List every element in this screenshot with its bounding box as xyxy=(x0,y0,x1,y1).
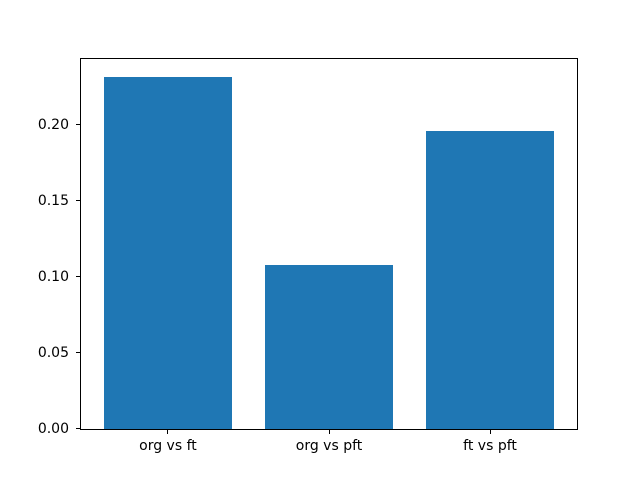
y-tick-label: 0.00 xyxy=(37,421,69,437)
y-tick-mark xyxy=(76,352,80,354)
y-tick-label: 0.10 xyxy=(37,269,69,286)
y-tick-mark xyxy=(76,124,80,126)
y-tick-label: 0.05 xyxy=(37,345,69,362)
plot-area: 0.00 0.05 0.10 0.15 0.20 org vs ft org vs pft f… xyxy=(38,58,578,454)
x-tick-label: org vs ft xyxy=(139,438,197,454)
y-tick-label: 0.20 xyxy=(37,117,69,134)
y-tick-mark xyxy=(76,276,80,278)
bar-org-vs-pft xyxy=(264,264,394,429)
bar-ft-vs-pft xyxy=(425,131,555,429)
x-tick-label: ft vs pft xyxy=(463,438,517,454)
y-tick-label: 0.15 xyxy=(37,193,69,210)
x-tick-mark xyxy=(167,430,169,434)
x-tick-mark xyxy=(328,430,330,434)
bar-org-vs-ft xyxy=(103,76,233,429)
y-tick-mark xyxy=(76,200,80,202)
y-tick-mark xyxy=(76,428,80,429)
x-tick-mark xyxy=(489,430,491,434)
x-tick-label: org vs pft xyxy=(295,438,363,454)
